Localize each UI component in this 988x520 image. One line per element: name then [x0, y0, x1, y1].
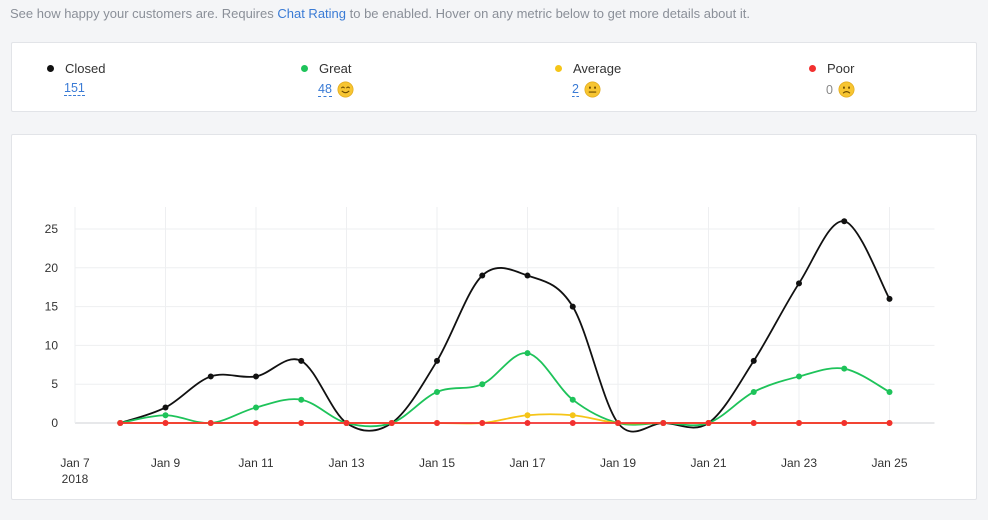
- data-point: [524, 350, 531, 357]
- data-point: [162, 420, 169, 426]
- chart-card: 0 5 10 15 20 25 Jan 7 2018 Jan 9 Jan 11 Jan 13 Jan …: [11, 134, 977, 500]
- data-point: [434, 420, 440, 426]
- metric-value[interactable]: 151: [64, 81, 85, 96]
- data-point: [298, 396, 305, 403]
- data-point: [524, 420, 531, 426]
- great-dot: [301, 65, 308, 72]
- data-point: [524, 272, 531, 279]
- y-tick-label: 10: [45, 338, 59, 352]
- data-point: [298, 420, 305, 426]
- y-tick-label: 0: [51, 416, 58, 430]
- data-point: [207, 420, 214, 426]
- metrics-panel: Closed 151 Great 48 Average 2 Poor 0: [11, 42, 977, 112]
- metric-poor[interactable]: Poor 0: [808, 61, 855, 98]
- x-tick-label: Jan 19: [600, 456, 636, 470]
- metric-label: Average: [573, 61, 622, 76]
- metric-value[interactable]: 2: [572, 82, 579, 97]
- data-point: [796, 373, 802, 380]
- data-point: [388, 420, 395, 426]
- data-point: [253, 404, 259, 411]
- metric-average[interactable]: Average 2: [554, 61, 621, 98]
- x-tick-label: Jan 11: [238, 456, 273, 470]
- data-point: [569, 420, 576, 426]
- data-point: [886, 388, 893, 395]
- data-point: [796, 280, 802, 287]
- data-point: [569, 412, 576, 419]
- line-chart: 0 5 10 15 20 25 Jan 7 2018 Jan 9 Jan 11 Jan 13 Jan …: [45, 207, 935, 486]
- x-tick-label: Jan 15: [419, 456, 455, 470]
- data-point: [615, 420, 621, 426]
- series-line: [119, 220, 891, 433]
- x-tick-label: Jan 17: [509, 456, 545, 470]
- sad-emoji-icon: [838, 81, 855, 98]
- data-point: [117, 420, 124, 426]
- data-point: [253, 420, 259, 426]
- metric-value: 0: [826, 82, 833, 97]
- metric-label: Closed: [65, 61, 106, 76]
- smile-emoji-icon: [337, 81, 354, 98]
- data-point: [841, 365, 848, 372]
- metric-value[interactable]: 48: [318, 82, 332, 97]
- average-dot: [555, 65, 562, 72]
- closed-dot: [47, 65, 54, 72]
- x-tick-label: Jan 25: [871, 456, 907, 470]
- y-tick-label: 20: [45, 261, 59, 275]
- data-point: [343, 420, 350, 426]
- data-point: [750, 357, 757, 364]
- x-tick-label: Jan 13: [328, 456, 364, 470]
- data-point: [841, 420, 848, 426]
- intro-text-before: See how happy your customers are. Requir…: [10, 6, 278, 21]
- data-point: [886, 295, 893, 302]
- x-tick-label: Jan 21: [690, 456, 726, 470]
- intro-text-after: to be enabled. Hover on any metric below…: [346, 6, 750, 21]
- data-point: [479, 420, 486, 426]
- data-point: [298, 357, 305, 364]
- data-point: [841, 218, 848, 225]
- chat-rating-link[interactable]: Chat Rating: [277, 6, 347, 21]
- data-point: [253, 373, 259, 380]
- top-bar: [0, 0, 988, 32]
- data-point: [434, 388, 440, 395]
- data-point: [750, 420, 757, 426]
- data-point: [524, 412, 531, 419]
- data-point: [705, 420, 712, 426]
- metric-label: Great: [319, 61, 352, 76]
- data-point: [569, 396, 576, 403]
- data-point: [162, 404, 169, 411]
- data-point: [479, 272, 486, 279]
- x-tick-label: Jan 7: [60, 456, 90, 470]
- data-point: [660, 420, 667, 426]
- y-tick-label: 15: [45, 300, 59, 314]
- data-point: [207, 373, 214, 380]
- series-line: [120, 352, 890, 428]
- intro-text: See how happy your customers are. Requir…: [10, 6, 750, 21]
- metric-label: Poor: [827, 61, 855, 76]
- data-point: [796, 420, 802, 426]
- x-tick-label: Jan 23: [781, 456, 817, 470]
- data-point: [750, 388, 757, 395]
- data-point: [434, 357, 440, 364]
- metric-closed[interactable]: Closed 151: [46, 61, 105, 96]
- data-point: [162, 412, 169, 419]
- neutral-emoji-icon: [584, 81, 601, 98]
- y-tick-label: 5: [51, 377, 58, 391]
- data-point: [479, 381, 486, 388]
- x-tick-year-label: 2018: [62, 472, 89, 486]
- x-tick-label: Jan 9: [151, 456, 181, 470]
- metric-great[interactable]: Great 48: [300, 61, 354, 98]
- data-point: [886, 420, 893, 426]
- poor-dot: [809, 65, 816, 72]
- y-tick-label: 25: [45, 222, 59, 236]
- data-point: [569, 303, 576, 310]
